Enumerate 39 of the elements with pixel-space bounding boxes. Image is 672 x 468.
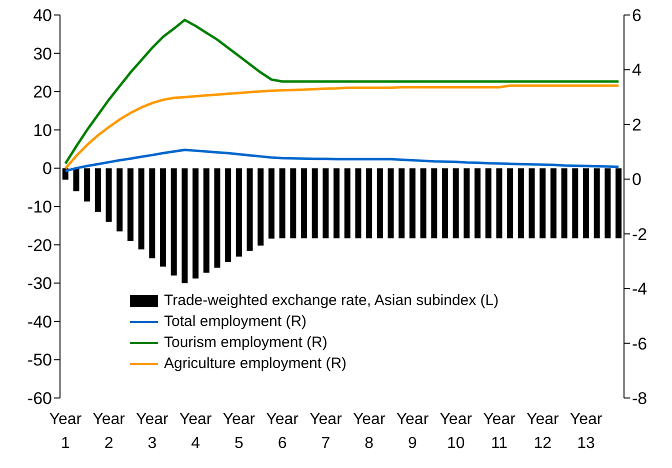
- x-tick-label: Year 6: [266, 411, 300, 452]
- x-tick-label: Year 3: [136, 411, 170, 452]
- y-tick-label: 40: [33, 6, 52, 26]
- y2-tick-label: -8: [632, 389, 648, 408]
- line-series: [64, 18, 620, 165]
- x-tick-label: Year 7: [310, 411, 343, 452]
- x-tick-label: Year 13: [570, 411, 603, 452]
- line-series: [64, 84, 620, 170]
- y2-tick-label: 2: [632, 115, 642, 134]
- y2-tick-label: 0: [632, 170, 642, 190]
- line-series: [64, 148, 620, 172]
- x-tick-label: Year 11: [483, 411, 516, 452]
- y-tick-label: 10: [33, 120, 52, 140]
- legend-label: Total employment (R): [164, 313, 307, 330]
- y-tick-label: -50: [27, 350, 52, 370]
- y-tick-label: -20: [27, 236, 52, 255]
- y2-tick-label: -4: [632, 280, 648, 299]
- legend-label: Trade-weighted exchange rate, Asian subindex (L): [164, 292, 499, 309]
- y-tick-label: -40: [27, 312, 52, 332]
- y-tick-label: -30: [27, 274, 52, 294]
- y2-tick-label: 6: [632, 6, 642, 26]
- x-tick-label: Year 2: [92, 411, 126, 452]
- x-tick-label: Year 12: [526, 411, 560, 452]
- x-tick-label: Year 1: [49, 411, 82, 452]
- x-tick-label: Year 5: [222, 411, 256, 452]
- legend-label: Agriculture employment (R): [164, 355, 347, 372]
- y-tick-label: 20: [33, 82, 52, 102]
- y2-tick-label: 4: [632, 60, 642, 80]
- x-tick-label: Year 8: [352, 411, 386, 452]
- legend-label: Tourism employment (R): [164, 334, 328, 351]
- y2-tick-label: -6: [632, 334, 648, 354]
- x-tick-label: Year 10: [440, 411, 473, 452]
- y-tick-label: -10: [27, 198, 52, 217]
- y-tick-label: -60: [27, 389, 52, 408]
- y-tick-label: 30: [33, 44, 52, 64]
- y-tick-label: 0: [42, 159, 52, 178]
- x-tick-label: Year 9: [396, 411, 430, 452]
- x-tick-label: Year 4: [179, 411, 212, 452]
- y2-tick-label: -2: [632, 224, 648, 244]
